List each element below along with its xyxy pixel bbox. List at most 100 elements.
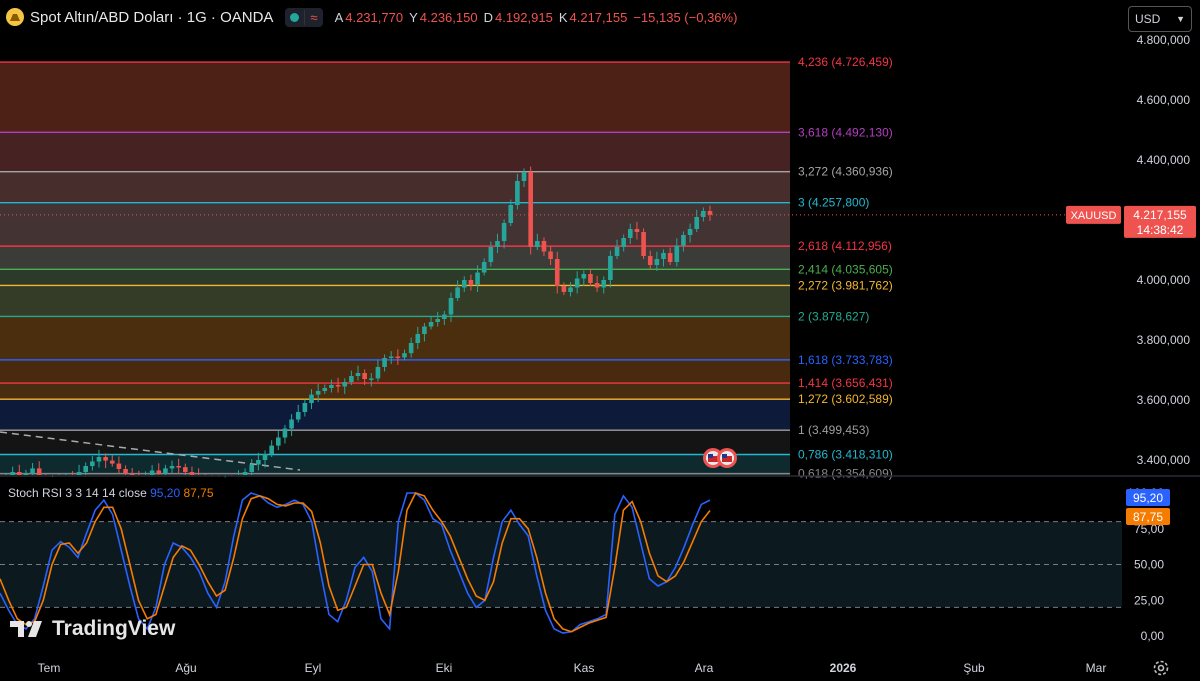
candle[interactable] [535, 233, 540, 250]
candle[interactable] [169, 460, 175, 473]
candle[interactable] [581, 270, 587, 286]
candle[interactable] [448, 292, 454, 322]
candle[interactable] [249, 459, 255, 475]
candle[interactable] [176, 458, 181, 474]
candle[interactable] [23, 469, 29, 475]
candle[interactable] [601, 276, 607, 294]
settings-gear-icon[interactable] [1152, 659, 1170, 677]
candle[interactable] [395, 349, 401, 365]
candle[interactable] [295, 404, 301, 423]
candle[interactable] [488, 241, 494, 267]
candle[interactable] [329, 379, 334, 393]
candle[interactable] [349, 370, 354, 385]
candle[interactable] [661, 249, 666, 267]
stoch-legend[interactable]: Stoch RSI 3 3 14 14 close 95,20 87,75 [8, 486, 214, 500]
candle[interactable] [362, 369, 367, 385]
candle[interactable] [322, 384, 328, 394]
stoch-d-line[interactable] [0, 492, 711, 633]
candle[interactable] [408, 337, 414, 358]
candle[interactable] [309, 389, 314, 409]
candle[interactable] [96, 449, 102, 468]
candle[interactable] [435, 311, 440, 327]
candle[interactable] [189, 466, 195, 475]
candle[interactable] [628, 223, 633, 244]
trend-line[interactable] [0, 431, 301, 471]
candle[interactable] [302, 399, 308, 417]
candle[interactable] [554, 251, 560, 294]
time-axis[interactable]: Tem Ağu Eyl Eki Kas Ara 2026 Şub Mar [38, 661, 1107, 675]
candle[interactable] [475, 265, 480, 292]
candle[interactable] [269, 440, 274, 457]
fibonacci-extension[interactable]: 4,236 (4.726,459) 3,618 (4.492,130) 3,272 … [0, 55, 893, 481]
candle[interactable] [634, 221, 640, 240]
candle[interactable] [315, 383, 321, 403]
candle[interactable] [10, 466, 15, 475]
candle[interactable] [548, 246, 553, 265]
candle[interactable] [481, 258, 487, 276]
candle[interactable] [641, 228, 646, 259]
candle[interactable] [123, 465, 128, 475]
market-status-pill[interactable]: ≈ [285, 7, 323, 27]
candle[interactable] [402, 349, 407, 361]
candle[interactable] [282, 424, 288, 444]
candle[interactable] [76, 464, 82, 475]
candle[interactable] [707, 205, 713, 221]
candle[interactable] [694, 209, 700, 232]
candle[interactable] [687, 223, 693, 243]
candle[interactable] [116, 456, 122, 474]
candle[interactable] [289, 414, 294, 436]
candle[interactable] [16, 464, 22, 475]
candle[interactable] [674, 238, 680, 267]
candle[interactable] [608, 250, 613, 288]
candle[interactable] [508, 199, 514, 226]
candle[interactable] [83, 462, 88, 475]
events-flags-icon[interactable] [700, 446, 742, 470]
candle[interactable] [183, 463, 188, 475]
candle[interactable] [521, 168, 527, 187]
candle[interactable] [528, 166, 533, 255]
candle[interactable] [368, 373, 374, 387]
candle[interactable] [461, 276, 467, 292]
candle[interactable] [242, 468, 248, 475]
candle[interactable] [415, 326, 421, 349]
candle[interactable] [468, 274, 474, 291]
candle[interactable] [561, 282, 567, 295]
candle[interactable] [342, 378, 348, 394]
candle[interactable] [455, 280, 460, 301]
candle[interactable] [701, 207, 706, 222]
candle[interactable] [515, 173, 520, 210]
candle[interactable] [109, 455, 115, 467]
candle[interactable] [667, 247, 673, 265]
candle[interactable] [422, 322, 427, 342]
candle[interactable] [355, 365, 361, 381]
candle[interactable] [103, 453, 108, 469]
candle[interactable] [568, 282, 573, 297]
candle[interactable] [442, 310, 447, 325]
candle[interactable] [647, 250, 653, 270]
candle[interactable] [501, 219, 507, 249]
candle[interactable] [594, 275, 600, 292]
candle[interactable] [335, 377, 341, 393]
candle[interactable] [149, 465, 155, 475]
candle[interactable] [382, 354, 387, 372]
candle[interactable] [262, 450, 268, 468]
candle[interactable] [588, 268, 593, 286]
candlestick-series[interactable] [0, 166, 1122, 478]
candle[interactable] [541, 237, 547, 256]
candle[interactable] [388, 351, 394, 364]
candle[interactable] [156, 463, 162, 475]
stoch-k-line[interactable] [0, 492, 711, 634]
price-axis[interactable]: 4.800,0004.600,0004.400,0004.200,0004.00… [1137, 33, 1191, 467]
candle[interactable] [129, 468, 135, 475]
candle[interactable] [375, 359, 381, 382]
candle[interactable] [614, 239, 620, 259]
candle[interactable] [163, 464, 168, 475]
candle[interactable] [681, 231, 686, 252]
candle[interactable] [495, 233, 500, 253]
symbol-title[interactable]: Spot Altın/ABD Doları · 1G · OANDA [30, 8, 274, 26]
candle[interactable] [276, 430, 281, 451]
candle[interactable] [36, 461, 42, 475]
candle[interactable] [428, 316, 434, 330]
candle[interactable] [90, 456, 95, 471]
